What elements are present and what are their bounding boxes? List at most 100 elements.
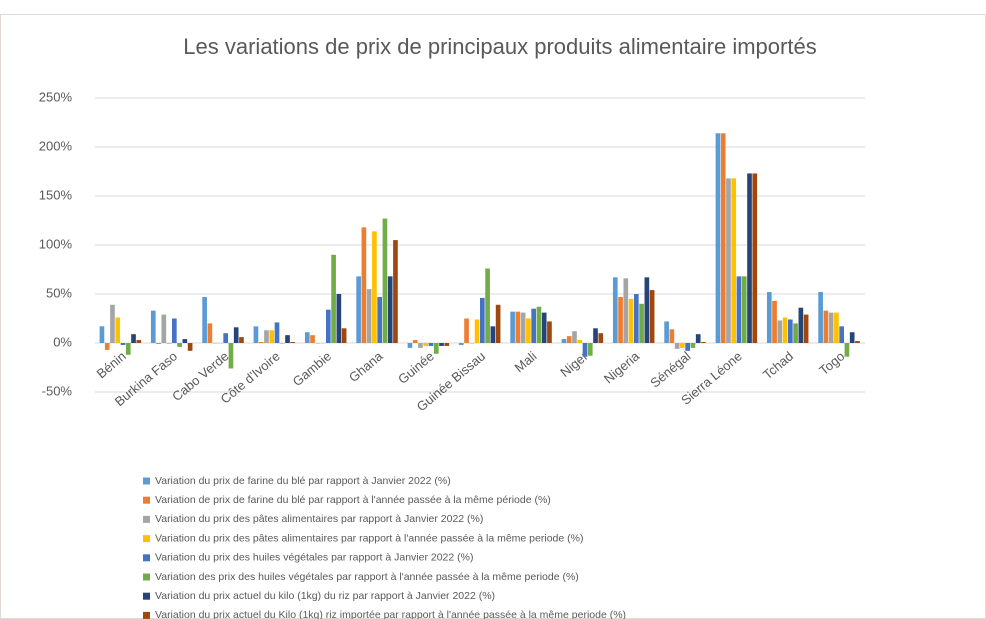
bar [172, 318, 177, 343]
bar [593, 328, 598, 343]
bar [341, 328, 347, 343]
bar [269, 330, 275, 343]
bar [752, 173, 758, 343]
legend-label: Variation du prix des huiles végétales p… [155, 552, 473, 564]
bar [99, 326, 105, 343]
bar [736, 276, 742, 343]
bar [264, 330, 269, 343]
legend-swatch [143, 496, 150, 504]
bar [207, 323, 213, 343]
bar [766, 292, 772, 343]
bar [782, 317, 788, 343]
bar [747, 173, 752, 343]
bar [715, 133, 721, 343]
bar [577, 340, 583, 343]
bar [150, 310, 156, 343]
bar [480, 297, 485, 343]
bar [233, 327, 239, 343]
bar [274, 322, 280, 343]
bar [120, 343, 126, 345]
bar [690, 343, 696, 348]
bar [177, 343, 182, 347]
bar [828, 312, 834, 343]
y-tick-label: 250% [39, 89, 73, 104]
bar [582, 343, 588, 357]
y-tick-label: 200% [39, 138, 73, 153]
bar [407, 343, 413, 348]
bar [618, 296, 623, 343]
bar [366, 289, 372, 343]
bar [218, 343, 223, 344]
bar [839, 326, 844, 343]
bar [644, 277, 650, 343]
bar [310, 335, 315, 343]
bar [469, 343, 475, 344]
legend-label: Variation du prix de farine du blé par r… [155, 475, 451, 487]
bar [788, 319, 793, 343]
bar [566, 336, 572, 343]
bar [628, 298, 634, 343]
bar [315, 343, 321, 344]
bar [701, 342, 706, 343]
bar [433, 343, 439, 354]
bar [474, 319, 480, 343]
bar [377, 296, 382, 343]
bar [680, 343, 685, 348]
bar [639, 303, 644, 343]
bar [685, 343, 690, 351]
bar [136, 340, 142, 343]
bar [803, 314, 809, 343]
bar [818, 292, 823, 343]
bar [387, 276, 393, 343]
bar [115, 317, 121, 343]
bar [674, 343, 680, 349]
bar [598, 333, 604, 343]
bar [161, 314, 167, 343]
bar [166, 343, 172, 344]
bar [458, 343, 464, 345]
bar [664, 321, 669, 343]
legend-label: Variation de prix de farine du blé par r… [155, 494, 551, 506]
bar [834, 312, 839, 343]
bar [695, 334, 701, 343]
bar [336, 294, 342, 343]
legend-swatch [143, 592, 150, 600]
bar [125, 343, 131, 355]
bar [536, 306, 542, 343]
y-tick-label: 100% [39, 236, 73, 251]
bar [418, 343, 423, 348]
bar [587, 343, 593, 356]
bar [285, 335, 290, 343]
bar [531, 308, 536, 343]
bar [253, 326, 259, 343]
bar [612, 277, 618, 343]
bar [844, 343, 850, 357]
legend-label: Variation des prix des huiles végétales … [155, 571, 579, 583]
bar [849, 332, 855, 343]
legend-swatch [143, 573, 150, 581]
bar [777, 320, 783, 343]
bar [741, 276, 747, 343]
bar [731, 178, 737, 343]
legend-label: Variation du prix actuel du Kilo (1kg) r… [155, 609, 626, 619]
legend-swatch [143, 554, 150, 562]
bar [515, 311, 521, 343]
bar [304, 332, 310, 343]
bar [239, 337, 244, 343]
bar [372, 231, 377, 343]
bar [726, 178, 731, 343]
legend-swatch [143, 515, 150, 523]
bar [361, 227, 367, 343]
bar [202, 296, 207, 343]
bar [793, 323, 798, 343]
legend-swatch [143, 477, 150, 485]
bar [212, 343, 218, 344]
bar [490, 326, 496, 343]
bar [131, 334, 136, 343]
bar [510, 311, 515, 343]
legend-label: Variation du prix des pâtes alimentaires… [155, 513, 483, 525]
y-tick-label: 50% [46, 285, 72, 300]
bar [110, 304, 115, 343]
bar [541, 312, 547, 343]
